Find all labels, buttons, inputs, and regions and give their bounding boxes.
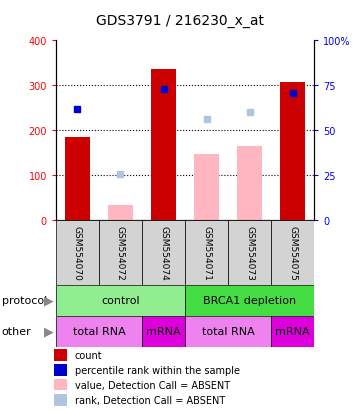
Text: rank, Detection Call = ABSENT: rank, Detection Call = ABSENT	[75, 396, 225, 406]
Bar	[142, 316, 185, 347]
Bar	[65, 138, 90, 221]
Bar	[185, 221, 228, 285]
Bar	[108, 205, 134, 221]
Bar	[53, 394, 67, 406]
Bar	[271, 221, 314, 285]
Text: GSM554072: GSM554072	[116, 225, 125, 280]
Bar	[185, 316, 271, 347]
Text: count: count	[75, 351, 103, 361]
Text: total RNA: total RNA	[73, 326, 125, 337]
Text: ▶: ▶	[44, 325, 53, 338]
Text: other: other	[2, 326, 31, 337]
Bar	[237, 147, 262, 221]
Text: GSM554074: GSM554074	[159, 225, 168, 280]
Text: mRNA: mRNA	[146, 326, 181, 337]
Text: GSM554075: GSM554075	[288, 225, 297, 280]
Text: GSM554071: GSM554071	[202, 225, 211, 280]
Text: ▶: ▶	[44, 294, 53, 307]
Bar	[53, 379, 67, 391]
Text: control: control	[101, 295, 140, 306]
Text: value, Detection Call = ABSENT: value, Detection Call = ABSENT	[75, 380, 230, 389]
Text: GDS3791 / 216230_x_at: GDS3791 / 216230_x_at	[96, 14, 265, 28]
Bar	[53, 364, 67, 376]
Bar	[271, 316, 314, 347]
Bar	[151, 70, 177, 221]
Bar	[185, 285, 314, 316]
Text: protocol: protocol	[2, 295, 47, 306]
Bar	[56, 221, 99, 285]
Text: GSM554070: GSM554070	[73, 225, 82, 280]
Bar	[228, 221, 271, 285]
Bar	[142, 221, 185, 285]
Text: total RNA: total RNA	[202, 326, 255, 337]
Bar	[193, 154, 219, 221]
Bar	[99, 221, 142, 285]
Text: mRNA: mRNA	[275, 326, 310, 337]
Text: percentile rank within the sample: percentile rank within the sample	[75, 365, 240, 375]
Bar	[56, 316, 142, 347]
Bar	[53, 349, 67, 361]
Bar	[56, 285, 185, 316]
Text: GSM554073: GSM554073	[245, 225, 254, 280]
Bar	[280, 83, 305, 221]
Text: BRCA1 depletion: BRCA1 depletion	[203, 295, 296, 306]
